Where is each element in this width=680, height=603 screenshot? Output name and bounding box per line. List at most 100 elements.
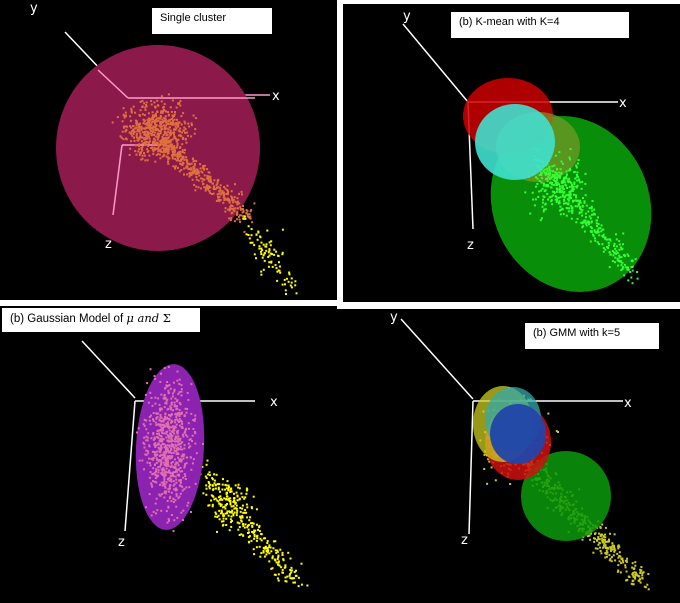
scatter-point (203, 186, 206, 189)
scatter-point (173, 118, 176, 121)
scatter-point (264, 537, 266, 540)
scatter-point (624, 564, 627, 567)
scatter-point (216, 516, 219, 518)
scatter-point (170, 133, 173, 136)
scatter-point (189, 456, 192, 459)
scatter-point (191, 178, 194, 181)
scatter-point (611, 260, 614, 263)
scatter-point (224, 512, 227, 515)
scatter-point (157, 460, 160, 463)
scatter-point (250, 539, 253, 542)
scatter-point (174, 165, 177, 168)
scatter-point (168, 157, 171, 160)
scatter-point (163, 464, 166, 466)
scatter-point (577, 159, 580, 162)
scatter-point (238, 515, 241, 518)
scatter-point (621, 559, 624, 562)
scatter-point (531, 191, 534, 194)
scatter-point (125, 114, 127, 117)
scatter-point (576, 184, 579, 187)
scatter-point (147, 117, 150, 120)
scatter-point (173, 149, 176, 152)
scatter-point (156, 138, 159, 141)
scatter-point (562, 213, 565, 216)
scatter-point (146, 141, 149, 144)
scatter-point (141, 157, 144, 160)
scatter-point (152, 420, 155, 423)
scatter-point (181, 433, 184, 436)
scatter-point (128, 125, 131, 128)
scatter-point (281, 253, 284, 256)
scatter-point (270, 240, 273, 243)
scatter-point (163, 109, 166, 112)
scatter-point (566, 187, 569, 189)
scatter-point (584, 222, 587, 225)
scatter-point (186, 504, 189, 507)
scatter-point (235, 213, 238, 216)
scatter-point (158, 432, 160, 435)
scatter-point (164, 413, 167, 416)
scatter-point (602, 546, 604, 549)
scatter-point (272, 540, 275, 543)
scatter-point (142, 122, 145, 125)
scatter-point (212, 192, 215, 195)
scatter-point (160, 446, 163, 449)
scatter-point (161, 428, 164, 431)
scatter-point (150, 124, 153, 127)
scatter-point (160, 420, 163, 422)
scatter-point (185, 131, 188, 134)
scatter-point (178, 437, 180, 440)
scatter-point (180, 460, 183, 463)
scatter-point (164, 417, 166, 420)
scatter-point (554, 176, 557, 179)
scatter-point (591, 200, 594, 202)
scatter-point (234, 484, 237, 487)
scatter-point (565, 207, 568, 209)
scatter-point (217, 514, 220, 517)
scatter-point (233, 501, 236, 504)
scatter-point (620, 248, 623, 251)
scatter-point (218, 502, 221, 505)
scatter-point (155, 141, 158, 144)
scatter-point (215, 186, 218, 189)
scatter-point (268, 546, 271, 549)
scatter-point (190, 468, 193, 471)
x-axis-glyph: x (619, 96, 627, 111)
scatter-point (284, 564, 287, 567)
scatter-point (225, 193, 228, 195)
scatter-point (150, 103, 153, 106)
scatter-point (536, 177, 539, 180)
scatter-point (178, 402, 181, 404)
scatter-point (634, 571, 637, 574)
scatter-point (163, 443, 166, 446)
scatter-point (576, 205, 579, 208)
scatter-point (268, 241, 271, 244)
scatter-point (174, 465, 177, 468)
scatter-point (194, 169, 197, 172)
scatter-point (541, 187, 544, 190)
scatter-point (584, 219, 587, 222)
scatter-3d-gmm: y x z (390, 310, 650, 591)
scatter-point (575, 196, 578, 199)
scatter-point (164, 444, 167, 447)
scatter-point (176, 516, 179, 519)
scatter-point (208, 504, 211, 507)
scatter-point (222, 520, 225, 523)
scatter-point (130, 111, 133, 114)
scatter-point (144, 133, 147, 136)
scatter-point (224, 483, 227, 486)
scatter-point (143, 436, 146, 439)
scatter-point (134, 111, 137, 114)
scatter-point (597, 227, 600, 230)
scatter-point (172, 119, 174, 122)
scatter-point (155, 424, 158, 427)
scatter-point (167, 162, 170, 165)
scatter-point (613, 242, 616, 245)
scatter-point (551, 203, 554, 206)
scatter-point (178, 474, 181, 477)
scatter-point (617, 556, 620, 559)
scatter-point (138, 138, 141, 141)
scatter-point (169, 121, 172, 124)
scatter-point (180, 169, 183, 171)
scatter-point (217, 500, 220, 503)
